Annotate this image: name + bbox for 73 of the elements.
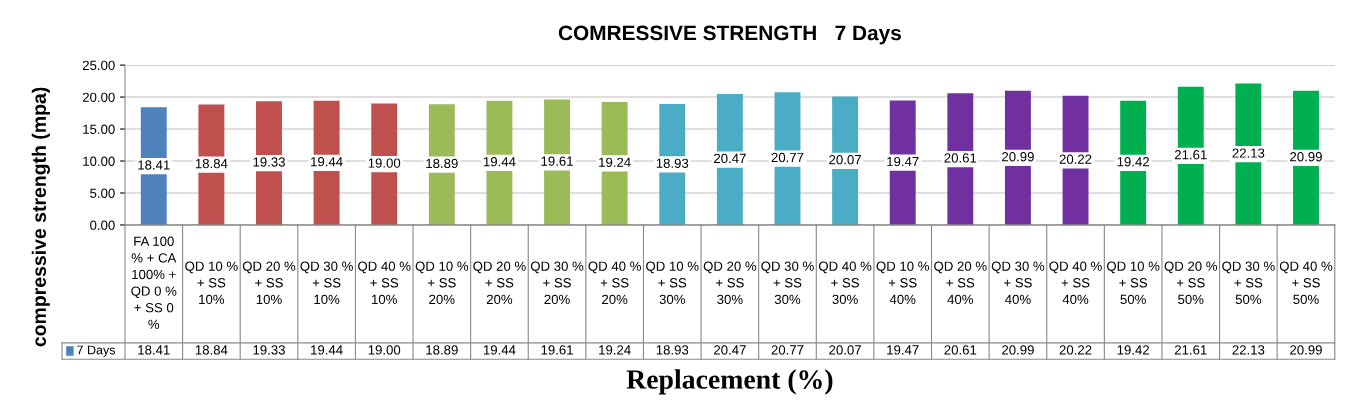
x-tick-label: QD 10 % + SS 10% bbox=[185, 261, 238, 305]
text: 19.44 bbox=[311, 157, 343, 167]
text: 21.61 bbox=[1174, 150, 1207, 160]
text: 20.47 bbox=[714, 153, 746, 164]
text: 22.13 bbox=[1232, 148, 1265, 158]
data-label: 19.44 bbox=[311, 345, 343, 355]
x-tick-label: QD 30 % + SS 40% bbox=[991, 261, 1045, 305]
data-label: 18.93 bbox=[656, 345, 689, 355]
chart-title: COMRESSIVE STRENGTH 7 Days bbox=[558, 25, 901, 45]
x-tick-label: QD 40 % + SS 40% bbox=[1049, 261, 1102, 305]
text: 20.07 bbox=[829, 154, 861, 165]
data-label: 18.84 bbox=[195, 345, 228, 355]
data-label: 19.33 bbox=[253, 345, 285, 355]
x-tick-label: QD 20 % + SS 40% bbox=[934, 261, 987, 305]
data-label: 20.47 bbox=[714, 345, 746, 355]
x-tick-label: QD 10 % + SS 50% bbox=[1107, 261, 1160, 305]
data-label: 19.42 bbox=[1117, 345, 1149, 355]
y-tick-label: 5.00 bbox=[90, 188, 115, 198]
x-tick-label: QD 40 % + SS 10% bbox=[358, 261, 411, 305]
text: 20.61 bbox=[944, 153, 977, 163]
data-label: 21.61 bbox=[1174, 345, 1207, 355]
text: 18.89 bbox=[426, 158, 458, 169]
x-tick-label: QD 20 % + SS 30% bbox=[703, 261, 757, 305]
x-tick-label: QD 40 % + SS 20% bbox=[588, 261, 641, 305]
x-tick-label: QD 30 % + SS 50% bbox=[1222, 261, 1275, 305]
y-tick-label: 15.00 bbox=[83, 124, 115, 134]
y-tick-label: 20.00 bbox=[82, 92, 115, 102]
data-label: 19.00 bbox=[368, 345, 401, 355]
data-label: 19.47 bbox=[887, 345, 919, 355]
x-tick-label: QD 10 % + SS 40% bbox=[876, 261, 930, 305]
x-tick-label: QD 30 % + SS 20% bbox=[530, 261, 584, 305]
data-label: 18.41 bbox=[138, 345, 170, 355]
text: 18.84 bbox=[195, 158, 228, 169]
text: 19.33 bbox=[253, 157, 285, 167]
y-axis-title: compressive strength (mpa) bbox=[31, 87, 50, 347]
text: 19.44 bbox=[483, 157, 516, 167]
data-label: 20.07 bbox=[829, 345, 861, 355]
y-tick-label: 10.00 bbox=[83, 156, 115, 166]
x-tick-label: QD 30 % + SS 10% bbox=[300, 261, 353, 305]
y-tick-label: 25.00 bbox=[82, 60, 115, 71]
y-tick-label: 0.00 bbox=[90, 220, 115, 230]
text: 20.22 bbox=[1059, 154, 1092, 164]
text: 19.42 bbox=[1117, 157, 1149, 167]
text: 20.77 bbox=[771, 152, 804, 163]
x-tick-label: QD 10 % + SS 20% bbox=[415, 261, 469, 305]
text: 20.99 bbox=[1290, 152, 1322, 162]
text: 19.47 bbox=[887, 156, 919, 167]
x-axis-title: Replacement (%) bbox=[626, 369, 833, 395]
data-label: 19.24 bbox=[599, 345, 631, 355]
x-tick-label: QD 20 % + SS 10% bbox=[242, 261, 296, 305]
data-label: 19.61 bbox=[541, 345, 573, 355]
x-tick-label: QD 20 % + SS 50% bbox=[1164, 261, 1218, 305]
text: 19.00 bbox=[368, 158, 401, 168]
data-label: 19.44 bbox=[483, 345, 516, 355]
x-tick-label: QD 10 % + SS 30% bbox=[646, 261, 699, 305]
data-label: 20.77 bbox=[771, 345, 804, 355]
data-label: 20.99 bbox=[1290, 345, 1322, 355]
text: 18.41 bbox=[138, 160, 170, 170]
text: 19.24 bbox=[599, 157, 631, 167]
x-tick-label: FA 100 % + CA 100% + QD 0 % + SS 0 % bbox=[131, 236, 177, 329]
text: 19.61 bbox=[541, 156, 573, 166]
x-tick-label: QD 40 % + SS 50% bbox=[1279, 261, 1333, 305]
x-tick-label: QD 20 % + SS 20% bbox=[473, 261, 526, 305]
data-label: 20.61 bbox=[944, 345, 977, 355]
legend-label: 7 Days bbox=[77, 345, 116, 357]
data-label: 20.99 bbox=[1002, 345, 1034, 355]
data-label: 22.13 bbox=[1232, 345, 1265, 355]
text: 20.99 bbox=[1002, 152, 1034, 162]
x-tick-label: QD 30 % + SS 30% bbox=[761, 261, 814, 305]
text: 18.93 bbox=[656, 158, 689, 168]
data-label: 20.22 bbox=[1059, 345, 1092, 355]
x-tick-label: QD 40 % + SS 30% bbox=[818, 261, 872, 305]
data-label: 18.89 bbox=[426, 345, 458, 355]
